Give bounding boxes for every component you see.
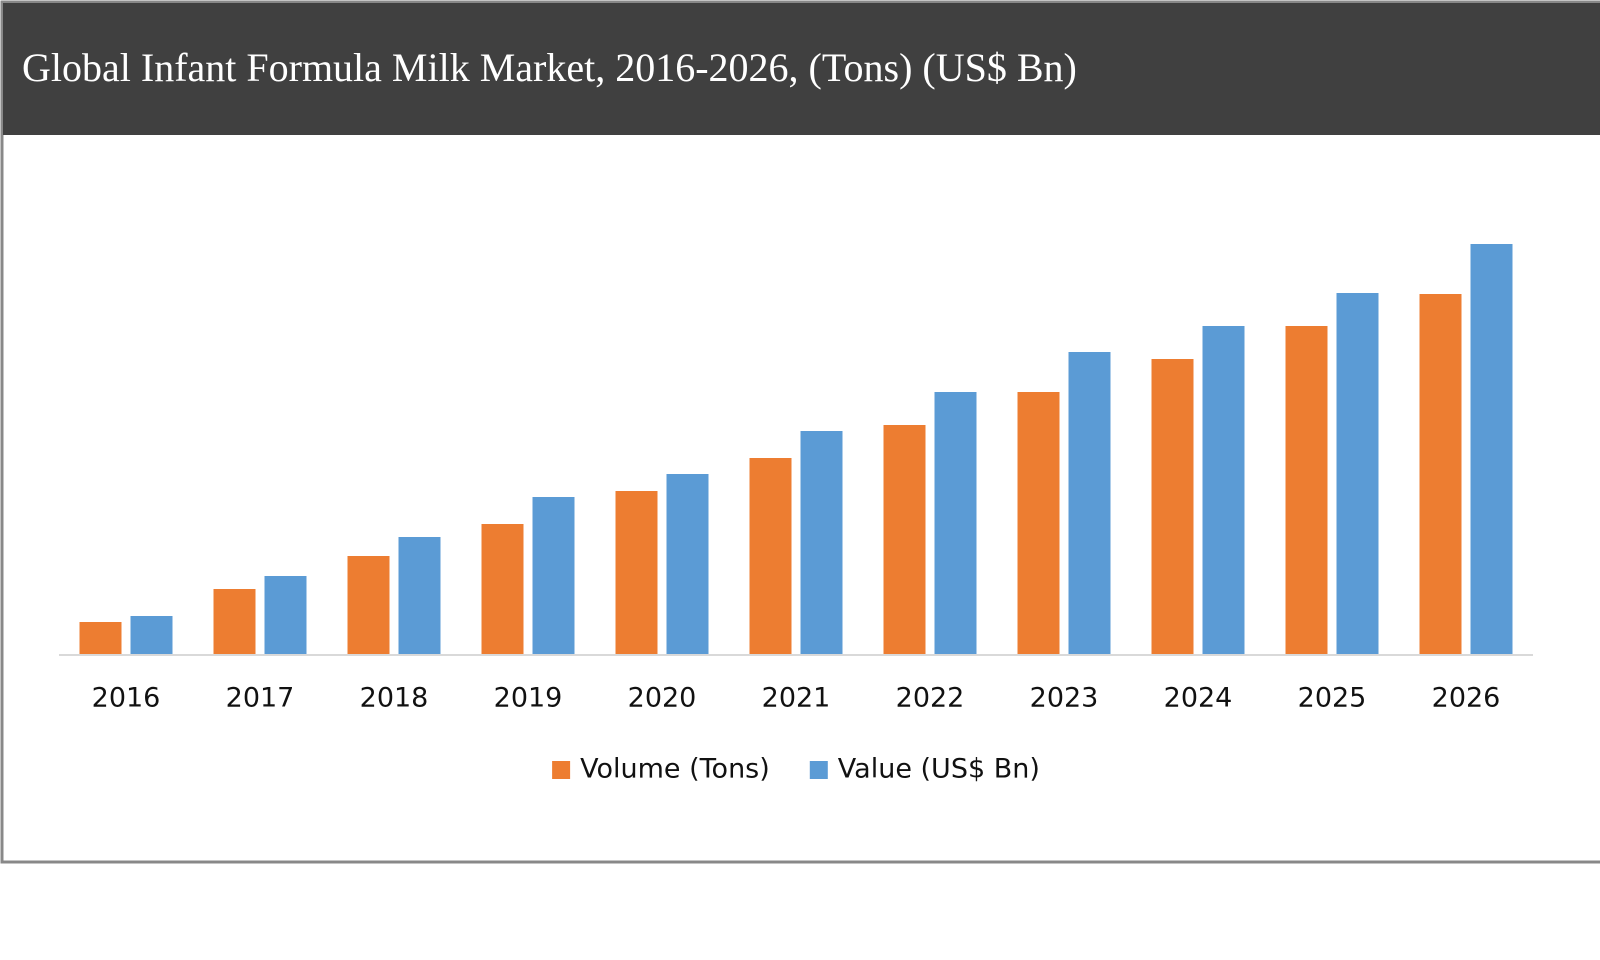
bar bbox=[130, 616, 173, 654]
bar bbox=[1017, 392, 1060, 654]
x-tick-label: 2022 bbox=[896, 683, 965, 714]
x-tick-label: 2026 bbox=[1432, 683, 1501, 714]
x-tick-label: 2025 bbox=[1298, 683, 1367, 714]
bar bbox=[532, 497, 575, 654]
bar bbox=[1419, 294, 1462, 654]
legend-label: Volume (Tons) bbox=[580, 754, 770, 785]
header bbox=[3, 3, 1600, 135]
x-tick-label: 2018 bbox=[360, 683, 429, 714]
x-tick-label: 2016 bbox=[92, 683, 161, 714]
bar bbox=[615, 491, 658, 654]
bar bbox=[398, 537, 441, 654]
x-tick-label: 2019 bbox=[494, 683, 563, 714]
bar bbox=[1336, 293, 1379, 654]
bar bbox=[1202, 326, 1245, 654]
bar bbox=[749, 458, 792, 654]
x-tick-label: 2023 bbox=[1030, 683, 1099, 714]
bar bbox=[934, 392, 977, 654]
bar bbox=[79, 622, 122, 654]
bar bbox=[1470, 244, 1513, 654]
x-tick-label: 2017 bbox=[226, 683, 295, 714]
bar bbox=[883, 425, 926, 654]
legend-label: Value (US$ Bn) bbox=[838, 754, 1040, 785]
bar bbox=[1285, 326, 1328, 654]
bar bbox=[800, 431, 843, 654]
bar bbox=[347, 556, 390, 654]
bar bbox=[1068, 352, 1111, 654]
bar bbox=[481, 524, 524, 654]
chart-title: Global Infant Formula Milk Market, 2016-… bbox=[22, 45, 1077, 90]
legend-swatch bbox=[809, 761, 828, 779]
bar bbox=[1151, 359, 1194, 654]
x-tick-label: 2020 bbox=[628, 683, 697, 714]
bar bbox=[666, 474, 709, 654]
legend-swatch bbox=[552, 761, 571, 779]
bar bbox=[264, 576, 307, 654]
bar bbox=[213, 589, 256, 654]
x-tick-label: 2024 bbox=[1164, 683, 1233, 714]
x-tick-label: 2021 bbox=[762, 683, 831, 714]
